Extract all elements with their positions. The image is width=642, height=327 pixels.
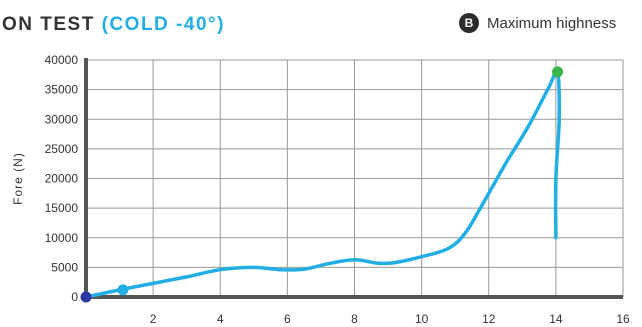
x-tick-label: 14 (549, 312, 563, 326)
x-tick-label: 10 (415, 312, 429, 326)
y-axis-label: Fore (N) (11, 152, 25, 205)
x-tick-label: 6 (284, 312, 291, 326)
x-tick-label: 8 (351, 312, 358, 326)
y-tick-label: 10000 (45, 231, 79, 245)
data-point-early (117, 284, 129, 296)
y-tick-label: 15000 (45, 201, 79, 215)
force-series-line (84, 68, 562, 299)
x-tick-label: 2 (150, 312, 157, 326)
legend-label: Maximum highness (487, 14, 617, 32)
title-main: ON TEST (2, 14, 95, 35)
x-tick-label: 4 (217, 312, 224, 326)
y-tick-label: 40000 (45, 53, 79, 67)
y-tick-label: 25000 (45, 142, 79, 156)
x-tick-label: 12 (482, 312, 496, 326)
legend-marker-b-icon: B (459, 13, 479, 33)
chart-title: ON TEST (COLD -40°) (2, 14, 225, 36)
y-tick-label: 20000 (45, 172, 79, 186)
data-point-max (552, 66, 564, 78)
x-tick-label: 16 (616, 312, 630, 326)
title-condition: (COLD -40°) (101, 14, 225, 35)
data-point-start (80, 291, 92, 303)
y-tick-label: 35000 (45, 83, 79, 97)
y-tick-label: 5000 (51, 260, 78, 274)
y-tick-label: 30000 (45, 112, 79, 126)
y-tick-label: 0 (71, 290, 78, 304)
legend: B Maximum highness (459, 13, 616, 33)
